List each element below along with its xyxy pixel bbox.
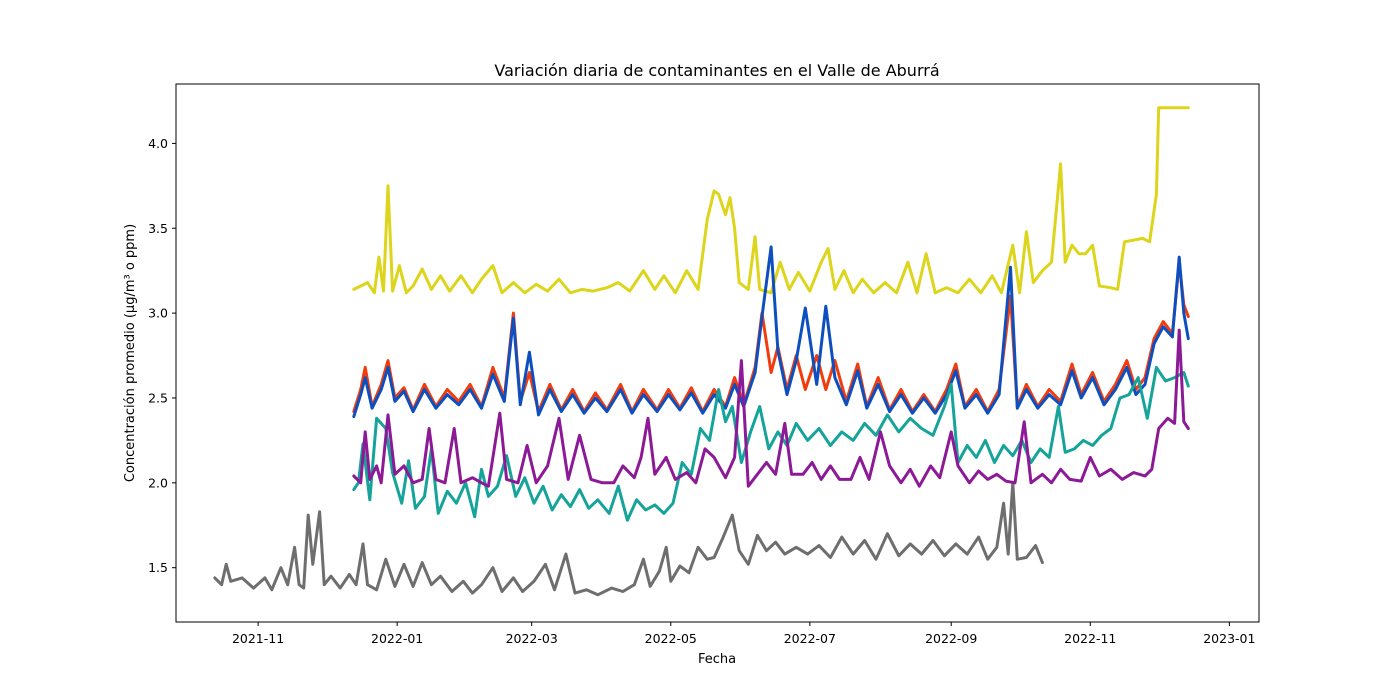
series-line-2 (352, 106, 1190, 295)
y-axis-label: Concentración promedio (µg/m³ o ppm) (123, 224, 138, 482)
x-tick-label: 2022-09 (925, 631, 977, 646)
x-tick-label: 2022-07 (784, 631, 836, 646)
plot-area-frame (175, 83, 1260, 623)
series-line-6 (352, 328, 1190, 488)
chart-title: Variación diaria de contaminantes en el … (494, 61, 939, 80)
x-tick-label: 2022-11 (1064, 631, 1116, 646)
x-tick-label: 2022-05 (645, 631, 697, 646)
x-tick-label: 2022-03 (506, 631, 558, 646)
y-tick-label: 4.0 (148, 136, 168, 151)
x-axis: 2021-11 2022-01 2022-03 2022-05 2022-07 2022-… (232, 622, 1255, 646)
y-tick-label: 2.0 (148, 475, 168, 490)
x-axis-label: Fecha (698, 652, 736, 667)
series-layer (213, 106, 1190, 597)
y-axis: 1.5 2.0 2.5 3.0 3.5 4.0 (148, 136, 176, 575)
y-tick-label: 3.0 (148, 306, 168, 321)
series-line-1 (213, 481, 1044, 597)
y-tick-label: 2.5 (148, 390, 168, 405)
y-tick-label: 3.5 (148, 221, 168, 236)
series-line-4 (352, 245, 1190, 419)
x-tick-label: 2023-01 (1203, 631, 1255, 646)
x-tick-label: 2021-11 (232, 631, 284, 646)
x-tick-label: 2022-01 (371, 631, 423, 646)
y-tick-label: 1.5 (148, 560, 168, 575)
